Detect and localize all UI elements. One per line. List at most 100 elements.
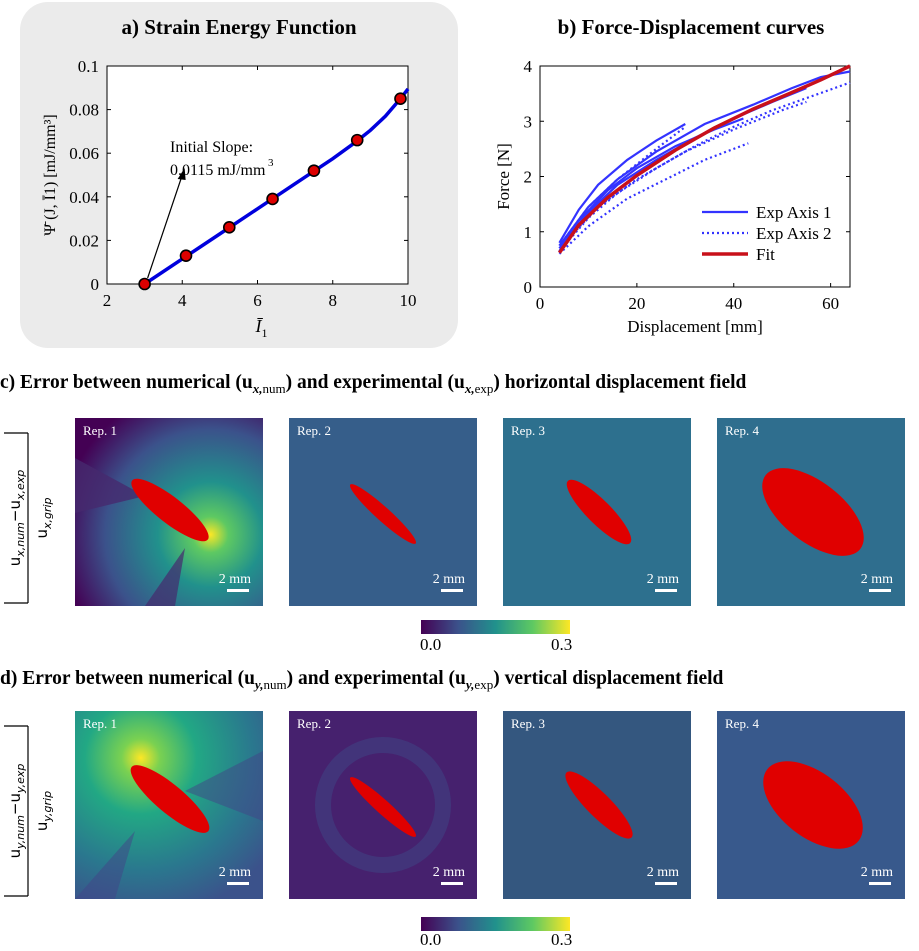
chart-a: 2 4 6 8 10 0 0.02 0.04 0.06 0.08 0.1 Initial Slope:… <box>42 57 417 340</box>
y-tick-label: 0.08 <box>69 101 99 120</box>
x-tick-label: 60 <box>822 294 839 313</box>
map-c-rep1: Rep. 1 2 mm <box>75 418 263 606</box>
colorbar-d <box>421 917 570 931</box>
rep-label: Rep. 2 <box>297 716 331 731</box>
y-tick-label: 0.1 <box>78 57 99 76</box>
scale-bar-label: 2 mm <box>218 865 251 880</box>
x-tick-label: 10 <box>400 291 417 310</box>
annotation-arrowhead <box>177 168 186 180</box>
y-tick-label: 0.06 <box>69 144 99 163</box>
y-tick-label: 0.02 <box>69 231 99 250</box>
legend-label: Exp Axis 2 <box>756 224 832 243</box>
y-tick-label: 1 <box>524 223 533 242</box>
scale-bar: 2 mm <box>619 572 679 594</box>
annotation-exp: 3 <box>268 157 274 169</box>
rep-label: Rep. 4 <box>725 423 759 438</box>
ylabel-c-densub: x,grip <box>41 497 54 530</box>
y-tick-label: 2 <box>524 168 533 187</box>
ylabel-c: ux,num−ux,exp ux,grip <box>0 418 70 608</box>
scale-bar-label: 2 mm <box>432 572 465 587</box>
ylabel-d-num: u <box>6 849 24 859</box>
ylabel-d-numsub: y,num <box>14 815 27 850</box>
data-point <box>266 192 279 206</box>
ylabel-d-exp: u <box>6 793 24 803</box>
series-line <box>558 123 686 244</box>
ylabel-c-numsub: x,num <box>14 522 27 558</box>
scale-bar: 2 mm <box>833 865 893 887</box>
section-c-sub1: x, <box>252 380 263 396</box>
scale-bar: 2 mm <box>191 865 251 887</box>
data-point <box>350 133 364 147</box>
annotation-value: 0.0115 mJ/mm <box>170 162 266 179</box>
y-tick-label: 0 <box>524 278 533 297</box>
data-point <box>394 92 407 105</box>
colorbar-d-max: 0.3 <box>551 930 573 949</box>
section-c-sub1b: num <box>262 380 286 396</box>
ylabel-c-expsub: x,exp <box>14 470 27 501</box>
scale-bar-label: 2 mm <box>860 572 893 587</box>
data-point <box>179 249 193 262</box>
section-c-title-mid: ) and experimental (u <box>285 372 465 393</box>
rep-label: Rep. 3 <box>511 423 545 438</box>
section-d-title-start: d) Error between numerical (u <box>0 668 255 689</box>
section-c-title-start: c) Error between numerical (u <box>0 372 253 393</box>
colorbar-c-max: 0.3 <box>551 635 573 654</box>
section-d-sub1b: num <box>263 676 287 692</box>
x-axis-label: Ī1 <box>255 316 268 340</box>
section-c-sub2b: exp <box>474 380 494 396</box>
chart-b: 0 20 40 60 0 1 2 3 4 Displacement [mm] Force [N] Ex… <box>494 57 851 336</box>
scale-bar: 2 mm <box>619 865 679 887</box>
map-d-rep4: Rep. 4 2 mm <box>717 711 905 899</box>
annotation-line1: Initial Slope: <box>170 139 253 156</box>
section-d-title-end: ) vertical displacement field <box>493 668 724 689</box>
y-tick-label: 3 <box>524 112 533 131</box>
map-d-rep1: Rep. 1 2 mm <box>75 711 263 899</box>
x-tick-label: 2 <box>103 291 112 310</box>
scale-bar: 2 mm <box>833 572 893 594</box>
scale-bar-label: 2 mm <box>646 572 679 587</box>
rep-label: Rep. 2 <box>297 423 331 438</box>
x-tick-label: 6 <box>253 291 262 310</box>
map-c-rep2: Rep. 2 2 mm <box>289 418 477 606</box>
ylabel-d-minus: − <box>6 803 24 816</box>
svg-text:ux,num−ux,exp: ux,num−ux,exp <box>6 470 27 567</box>
rep-label: Rep. 1 <box>83 423 117 438</box>
rep-label: Rep. 3 <box>511 716 545 731</box>
section-d-title: d) Error between numerical (uy,num) and … <box>0 668 723 693</box>
x-axis-label: Displacement [mm] <box>627 317 763 336</box>
ylabel-c-den: u <box>33 529 51 539</box>
colorbar-c-min: 0.0 <box>420 635 442 654</box>
colorbar-c <box>421 620 570 634</box>
colorbar-d-min: 0.0 <box>420 930 442 949</box>
x-tick-label: 8 <box>329 291 338 310</box>
panel-a-title: a) Strain Energy Function <box>121 15 356 39</box>
y-tick-label: 4 <box>524 57 533 76</box>
scale-bar-label: 2 mm <box>218 572 251 587</box>
section-c-title-end: ) horizontal displacement field <box>493 372 747 393</box>
annotation-arrow <box>147 173 184 279</box>
map-c-rep4: Rep. 4 2 mm <box>717 418 905 606</box>
y-axis-label: Ψ̄ (J, Ī1) [mJ/mm³] <box>42 114 59 235</box>
plot-area <box>106 65 409 285</box>
x-tick-label: 40 <box>725 294 742 313</box>
ylabel-d: uy,num−uy,exp uy,grip <box>0 711 70 901</box>
ylabel-c-minus: − <box>6 510 24 523</box>
x-tick-label: 20 <box>628 294 645 313</box>
series-line <box>558 81 851 252</box>
x-axis-label-sub: 1 <box>262 326 268 340</box>
svg-text:ux,grip: ux,grip <box>33 497 54 538</box>
data-point <box>138 277 151 291</box>
x-tick-label: 4 <box>178 291 187 310</box>
scale-bar-label: 2 mm <box>432 865 465 880</box>
section-d-title-mid: ) and experimental (u <box>286 668 466 689</box>
scale-bar: 2 mm <box>405 572 465 594</box>
svg-text:uy,num−uy,exp: uy,num−uy,exp <box>6 764 27 859</box>
legend-label: Fit <box>756 245 775 264</box>
scale-bar: 2 mm <box>191 572 251 594</box>
section-d-sub2b: exp <box>474 676 494 692</box>
map-d-rep2: Rep. 2 2 mm <box>289 711 477 899</box>
svg-text:uy,grip: uy,grip <box>33 791 54 831</box>
data-point <box>307 164 321 177</box>
map-c-rep3: Rep. 3 2 mm <box>503 418 691 606</box>
